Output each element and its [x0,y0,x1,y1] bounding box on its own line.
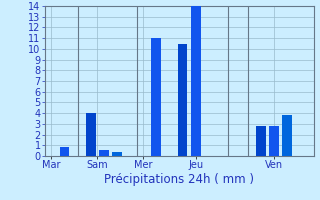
Bar [191,6,201,156]
Bar [256,126,266,156]
X-axis label: Précipitations 24h ( mm ): Précipitations 24h ( mm ) [104,173,254,186]
Bar [99,150,109,156]
Bar [151,38,161,156]
Bar [269,126,279,156]
Bar [86,113,96,156]
Bar [60,147,69,156]
Bar [112,152,122,156]
Bar [283,115,292,156]
Bar [178,44,188,156]
